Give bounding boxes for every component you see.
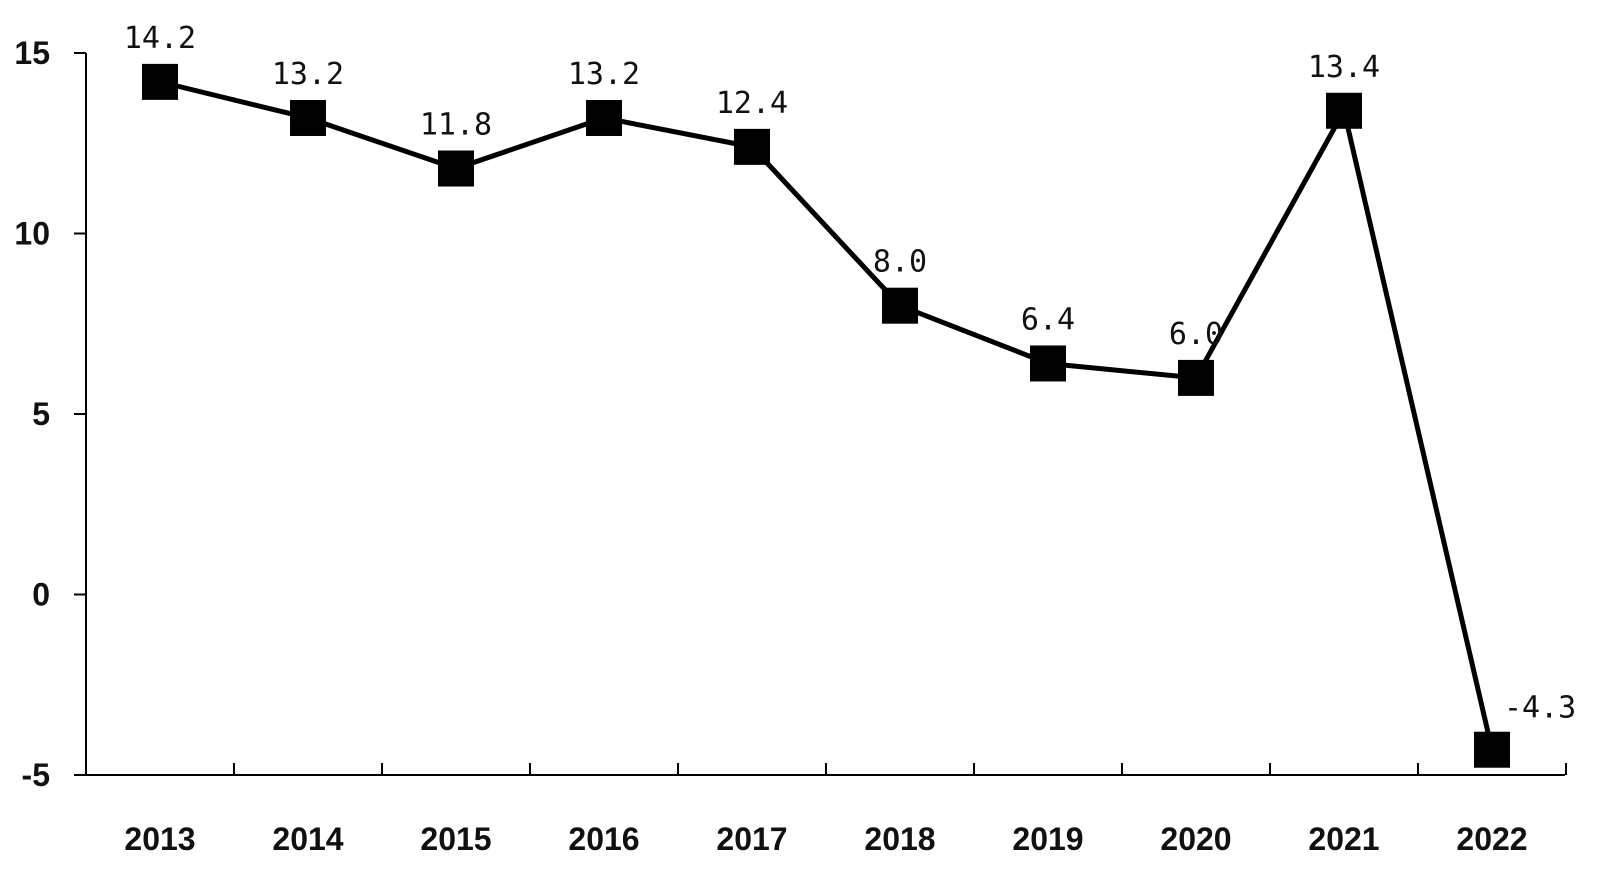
data-point-marker [1178,359,1214,396]
data-label: 12.4 [716,86,788,121]
y-tick-label: 5 [32,396,50,432]
series-layer [142,63,1510,768]
x-tick-label: 2020 [1160,821,1231,857]
x-tick-label: 2016 [568,821,639,857]
data-label: 6.4 [1021,302,1075,337]
data-point-marker [1326,92,1362,129]
data-point-marker [1474,731,1510,768]
x-tick-label: 2013 [124,821,195,857]
data-point-marker [1030,345,1066,382]
data-label: 6.0 [1169,317,1223,352]
y-tick-label: 15 [14,35,50,71]
data-point-marker [734,128,770,165]
data-point-marker [586,99,622,136]
y-tick-label: -5 [22,757,50,793]
data-labels: 14.2 13.2 11.8 13.2 12.4 8.0 6.4 6.0 13.4 -4.3 [124,21,1576,726]
data-point-marker [290,99,326,136]
data-label: 13.2 [568,57,640,92]
y-tick-label: 10 [14,216,50,252]
series-line [159,79,1495,751]
x-axis: 2013 2014 2015 2016 2017 2018 2019 2020 2021 2022 [86,763,1567,857]
x-tick-label: 2014 [272,821,343,857]
data-point-marker [142,63,178,100]
x-tick-label: 2017 [716,821,787,857]
data-label: 14.2 [124,21,196,56]
data-point-marker [438,150,474,187]
data-label: 8.0 [873,245,927,280]
x-tick-label: 2021 [1308,821,1379,857]
x-tick-label: 2019 [1012,821,1083,857]
y-tick-label: 0 [32,577,50,613]
x-tick-label: 2022 [1456,821,1527,857]
data-label: -4.3 [1504,691,1576,726]
data-label: 13.4 [1308,50,1380,85]
x-tick-label: 2018 [864,821,935,857]
data-point-marker [882,287,918,324]
data-label: 13.2 [272,57,344,92]
y-axis: -5 0 5 10 15 [14,35,87,793]
data-label: 11.8 [420,108,492,143]
x-tick-label: 2015 [420,821,491,857]
